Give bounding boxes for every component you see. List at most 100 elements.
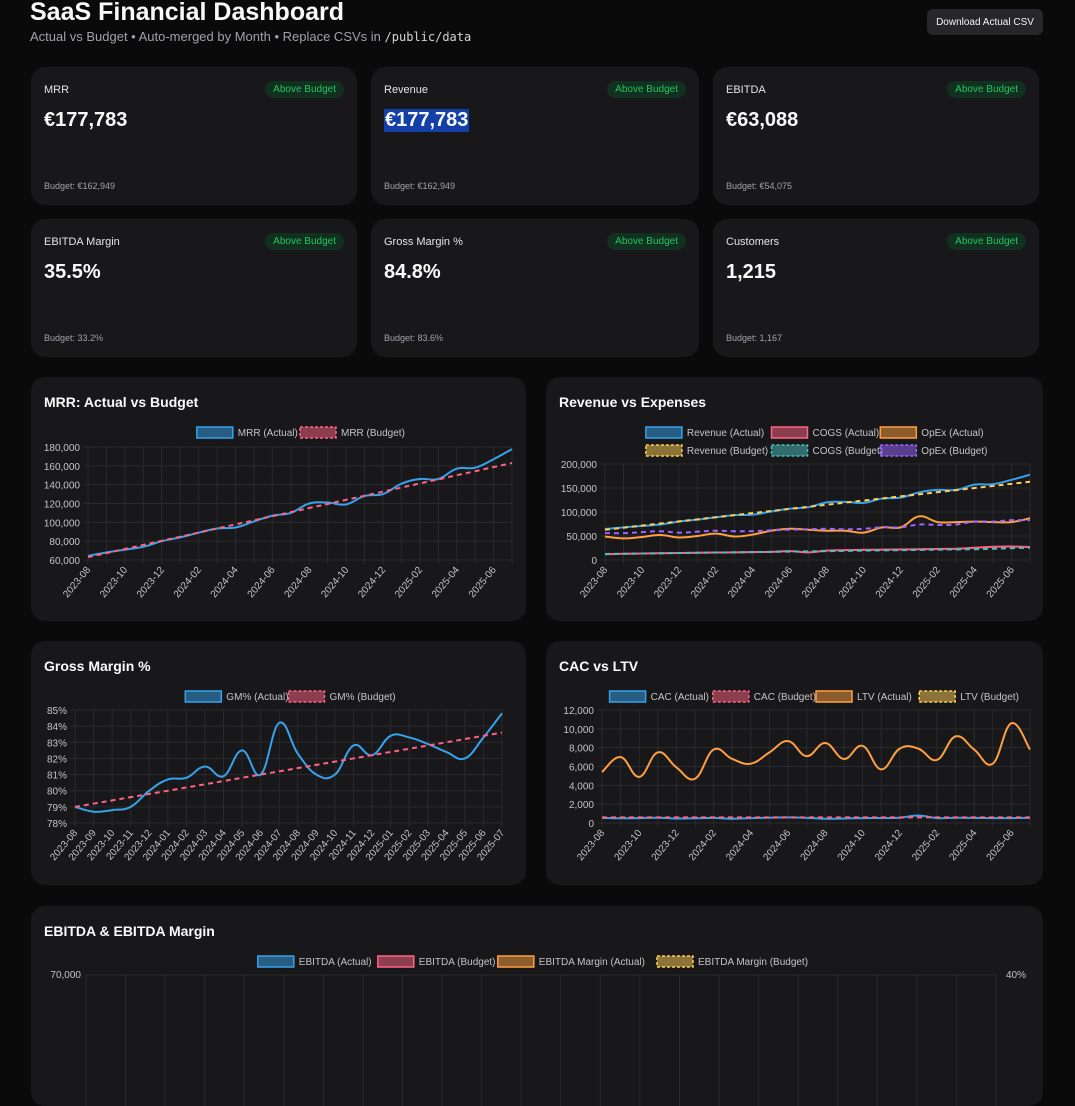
legend-swatch[interactable] bbox=[770, 444, 809, 457]
legend-label[interactable]: COGS (Budget) bbox=[813, 446, 884, 457]
y-tick-label: 200,000 bbox=[561, 460, 598, 471]
y-tick-label: 82% bbox=[47, 754, 67, 765]
status-badge: Above Budget bbox=[265, 81, 344, 98]
x-tick-label: 2025-06 bbox=[467, 565, 499, 601]
legend-label[interactable]: Revenue (Actual) bbox=[687, 428, 764, 439]
x-tick-label: 2024-08 bbox=[799, 828, 831, 864]
legend-label[interactable]: LTV (Budget) bbox=[960, 692, 1019, 703]
legend-swatch[interactable] bbox=[656, 955, 694, 968]
x-tick-label: 2024-02 bbox=[687, 828, 719, 864]
y-tick-label: 80% bbox=[47, 787, 67, 798]
x-tick-label: 2025-02 bbox=[910, 828, 942, 864]
y-tick-label: 6,000 bbox=[569, 763, 594, 774]
x-tick-label: 2024-04 bbox=[726, 565, 758, 601]
kpi-card: EBITDA Margin Above Budget 35.5% Budget:… bbox=[31, 219, 357, 357]
legend-swatch[interactable] bbox=[299, 426, 337, 439]
y-tick-label: 8,000 bbox=[569, 744, 594, 755]
y2-tick-label: 40% bbox=[1006, 970, 1026, 981]
x-tick-label: 2024-06 bbox=[763, 565, 795, 601]
x-tick-label: 2023-08 bbox=[575, 828, 607, 864]
y-tick-label: 2,000 bbox=[569, 800, 594, 811]
x-tick-label: 2025-04 bbox=[947, 828, 979, 864]
x-tick-label: 2024-08 bbox=[800, 565, 832, 601]
legend-swatch[interactable] bbox=[184, 690, 223, 703]
legend-swatch[interactable] bbox=[196, 426, 234, 439]
x-tick-label: 2023-08 bbox=[578, 565, 610, 601]
series-line-mrr-budget bbox=[87, 462, 513, 559]
legend-swatch[interactable] bbox=[918, 690, 956, 703]
download-csv-button[interactable]: Download Actual CSV bbox=[927, 9, 1043, 35]
legend-label[interactable]: LTV (Actual) bbox=[857, 692, 912, 703]
kpi-card: EBITDA Above Budget €63,088 Budget: €54,… bbox=[713, 67, 1039, 205]
legend-label[interactable]: COGS (Actual) bbox=[813, 428, 880, 439]
legend-label[interactable]: OpEx (Actual) bbox=[921, 428, 983, 439]
legend-label[interactable]: GM% (Actual) bbox=[226, 692, 288, 703]
chart-card-ebitda: EBITDA & EBITDA Margin EBITDA (Actual) EBI… bbox=[31, 906, 1043, 1106]
series-line-gm-budget bbox=[74, 731, 503, 808]
cac-ltv-chart: CAC (Actual) CAC (Budget) LTV (Actual) LTV … bbox=[563, 690, 1031, 864]
legend-swatch[interactable] bbox=[770, 426, 809, 439]
y-tick-label: 80,000 bbox=[49, 537, 80, 548]
legend-swatch[interactable] bbox=[645, 444, 683, 457]
kpi-label: Customers bbox=[726, 236, 780, 248]
y-tick-label: 180,000 bbox=[44, 443, 81, 454]
y-tick-label: 78% bbox=[47, 819, 67, 830]
legend-label[interactable]: CAC (Actual) bbox=[651, 692, 709, 703]
x-tick-label: 2025-06 bbox=[985, 565, 1017, 601]
chart-title: CAC vs LTV bbox=[559, 658, 639, 674]
legend-label[interactable]: OpEx (Budget) bbox=[921, 446, 987, 457]
x-tick-label: 2023-10 bbox=[615, 565, 647, 601]
x-tick-label: 2024-08 bbox=[282, 565, 314, 601]
y-tick-label: 100,000 bbox=[561, 508, 598, 519]
legend-swatch[interactable] bbox=[645, 426, 683, 439]
kpi-card: MRR Above Budget €177,783 Budget: €162,9… bbox=[31, 67, 357, 205]
status-badge: Above Budget bbox=[265, 233, 344, 250]
ebitda-chart: EBITDA (Actual) EBITDA (Budget) EBITDA Mar… bbox=[50, 955, 1026, 1106]
legend-label[interactable]: MRR (Budget) bbox=[341, 428, 405, 439]
legend-swatch[interactable] bbox=[712, 690, 750, 703]
legend-swatch[interactable] bbox=[497, 955, 535, 968]
x-tick-label: 2024-12 bbox=[873, 828, 905, 864]
x-tick-label: 2025-04 bbox=[430, 565, 462, 601]
data-path: /public/data bbox=[384, 30, 472, 44]
legend-swatch[interactable] bbox=[879, 426, 918, 439]
chart-card-mrr: MRR: Actual vs Budget MRR (Actual) MRR (Bu… bbox=[31, 377, 526, 621]
y-tick-label: 79% bbox=[47, 803, 67, 814]
legend-swatch[interactable] bbox=[608, 690, 647, 703]
series-line-cogs-budget bbox=[604, 546, 1031, 555]
y-tick-label: 84% bbox=[47, 722, 67, 733]
legend-label[interactable]: EBITDA (Budget) bbox=[419, 957, 496, 968]
legend-swatch[interactable] bbox=[815, 690, 853, 703]
kpi-budget: Budget: €54,075 bbox=[726, 181, 793, 191]
x-tick-label: 2024-12 bbox=[356, 565, 388, 601]
x-tick-label: 2024-12 bbox=[874, 565, 906, 601]
legend-swatch[interactable] bbox=[377, 955, 415, 968]
kpi-label: MRR bbox=[44, 84, 70, 96]
legend-swatch[interactable] bbox=[879, 444, 918, 457]
chart-title: Gross Margin % bbox=[44, 658, 151, 674]
chart-card-gross-margin: Gross Margin % GM% (Actual) GM% (Budget) 78… bbox=[31, 641, 526, 885]
y-tick-label: 83% bbox=[47, 738, 67, 749]
x-tick-label: 2024-02 bbox=[689, 565, 721, 601]
kpi-budget: Budget: 33.2% bbox=[44, 333, 104, 343]
kpi-value: 1,215 bbox=[726, 261, 777, 283]
kpi-card: Gross Margin % Above Budget 84.8% Budget… bbox=[371, 219, 699, 357]
legend-label[interactable]: Revenue (Budget) bbox=[687, 446, 768, 457]
kpi-value: €177,783 bbox=[384, 109, 470, 132]
y-tick-label: 0 bbox=[588, 819, 594, 830]
legend-label[interactable]: MRR (Actual) bbox=[238, 428, 298, 439]
legend-label[interactable]: GM% (Budget) bbox=[330, 692, 396, 703]
x-tick-label: 2023-12 bbox=[135, 565, 167, 601]
legend-swatch[interactable] bbox=[287, 690, 326, 703]
series-line-gm-actual bbox=[74, 712, 503, 813]
x-tick-label: 2023-08 bbox=[61, 565, 93, 601]
x-tick-label: 2024-10 bbox=[837, 565, 869, 601]
series-line-revenue-budget bbox=[604, 480, 1031, 531]
legend-label[interactable]: EBITDA (Actual) bbox=[299, 957, 372, 968]
legend-label[interactable]: EBITDA Margin (Budget) bbox=[698, 957, 808, 968]
legend-label[interactable]: CAC (Budget) bbox=[754, 692, 816, 703]
legend-label[interactable]: EBITDA Margin (Actual) bbox=[539, 957, 645, 968]
y-tick-label: 60,000 bbox=[49, 556, 80, 567]
kpi-card: Customers Above Budget 1,215 Budget: 1,1… bbox=[713, 219, 1039, 357]
legend-swatch[interactable] bbox=[257, 955, 295, 968]
